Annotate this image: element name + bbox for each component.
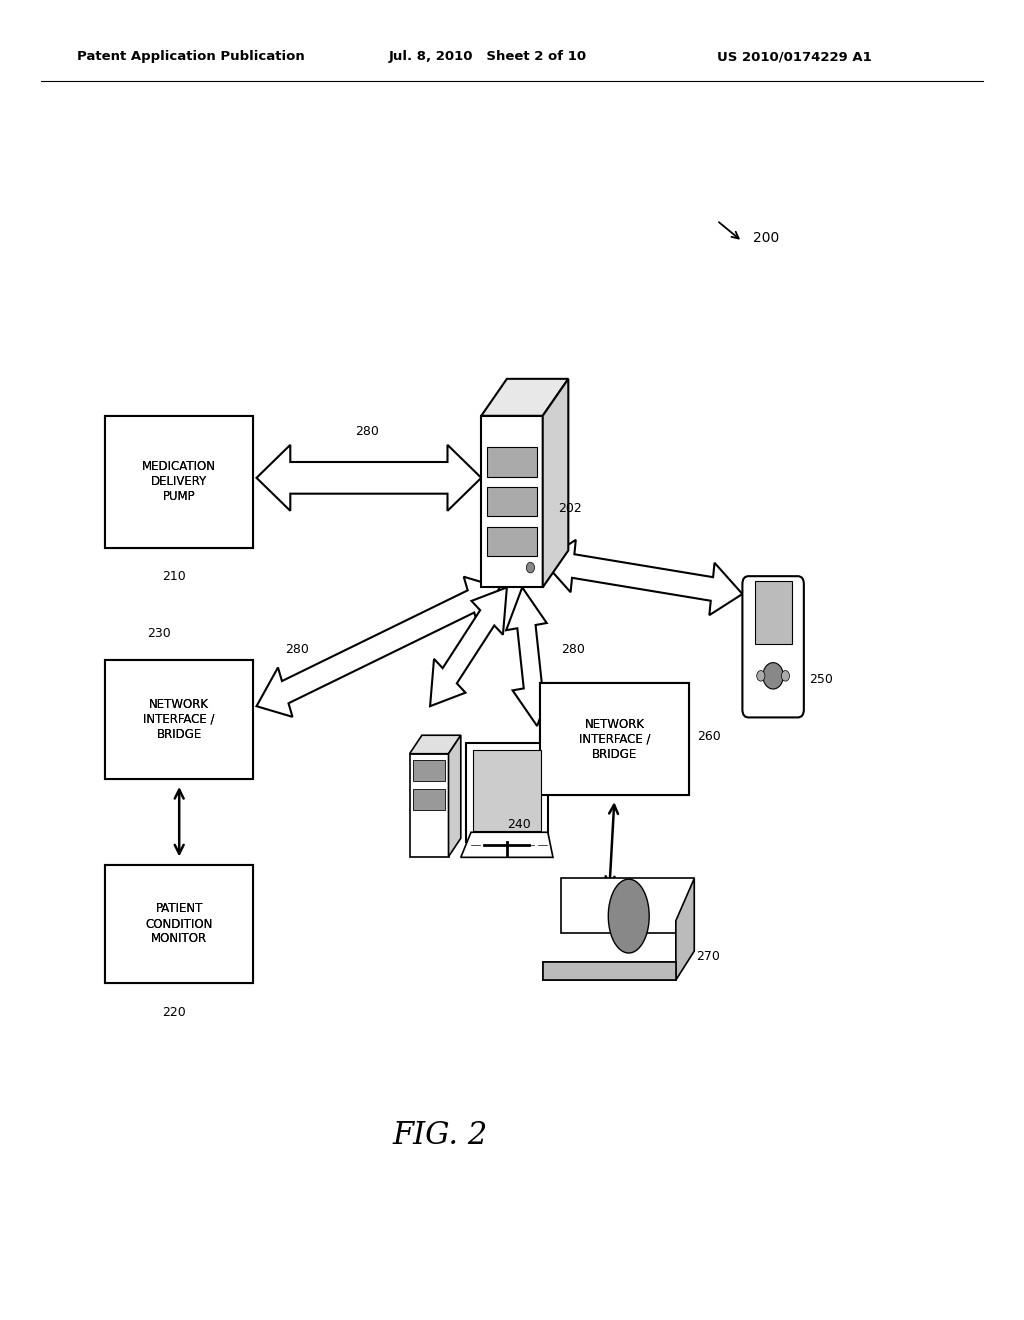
Polygon shape [461, 832, 553, 858]
Polygon shape [543, 962, 676, 979]
Text: 280: 280 [285, 643, 309, 656]
FancyBboxPatch shape [742, 576, 804, 718]
Circle shape [526, 562, 535, 573]
Text: 250: 250 [809, 673, 833, 686]
Text: 280: 280 [355, 425, 379, 438]
Bar [104, 865, 254, 983]
Polygon shape [410, 735, 461, 754]
Text: US 2010/0174229 A1: US 2010/0174229 A1 [717, 50, 871, 63]
Text: NETWORK
INTERFACE /
BRIDGE: NETWORK INTERFACE / BRIDGE [579, 718, 650, 760]
Bar [104, 660, 254, 779]
Polygon shape [430, 587, 507, 706]
Circle shape [781, 671, 790, 681]
Polygon shape [543, 540, 742, 615]
Circle shape [763, 663, 783, 689]
Polygon shape [256, 445, 481, 511]
Text: MEDICATION
DELIVERY
PUMP: MEDICATION DELIVERY PUMP [142, 461, 216, 503]
Polygon shape [543, 379, 568, 587]
Polygon shape [481, 379, 568, 416]
Polygon shape [449, 735, 461, 857]
Text: 270: 270 [696, 950, 720, 964]
Text: 230: 230 [146, 627, 171, 640]
Polygon shape [481, 416, 543, 587]
Text: 202: 202 [558, 502, 582, 515]
Bar [541, 682, 688, 795]
Bar [541, 682, 688, 795]
Polygon shape [466, 742, 548, 842]
Text: NETWORK
INTERFACE /
BRIDGE: NETWORK INTERFACE / BRIDGE [579, 718, 650, 760]
Polygon shape [487, 447, 537, 477]
Polygon shape [543, 962, 676, 979]
Polygon shape [755, 581, 792, 644]
Polygon shape [473, 750, 541, 832]
Text: FIG. 2: FIG. 2 [392, 1119, 488, 1151]
Text: Jul. 8, 2010   Sheet 2 of 10: Jul. 8, 2010 Sheet 2 of 10 [389, 50, 587, 63]
Text: 240: 240 [507, 818, 530, 832]
Bar [104, 416, 254, 548]
Polygon shape [676, 879, 694, 979]
Circle shape [757, 671, 765, 681]
Text: PATIENT
CONDITION
MONITOR: PATIENT CONDITION MONITOR [145, 903, 213, 945]
Polygon shape [413, 789, 445, 810]
Polygon shape [506, 587, 553, 726]
Polygon shape [487, 527, 537, 556]
Text: MEDICATION
DELIVERY
PUMP: MEDICATION DELIVERY PUMP [142, 461, 216, 503]
Polygon shape [256, 577, 500, 717]
Polygon shape [487, 487, 537, 516]
Text: Patent Application Publication: Patent Application Publication [77, 50, 304, 63]
Bar [104, 660, 254, 779]
Text: 280: 280 [561, 643, 586, 656]
Text: PATIENT
CONDITION
MONITOR: PATIENT CONDITION MONITOR [145, 903, 213, 945]
Text: NETWORK
INTERFACE /
BRIDGE: NETWORK INTERFACE / BRIDGE [143, 698, 215, 741]
Text: 220: 220 [162, 1006, 186, 1019]
Text: 200: 200 [753, 231, 779, 244]
Text: 260: 260 [696, 730, 721, 743]
Polygon shape [561, 879, 694, 933]
Bar [104, 416, 254, 548]
Bar [104, 865, 254, 983]
Polygon shape [410, 754, 449, 857]
Polygon shape [413, 760, 445, 781]
Text: 210: 210 [162, 570, 186, 583]
Text: NETWORK
INTERFACE /
BRIDGE: NETWORK INTERFACE / BRIDGE [143, 698, 215, 741]
Polygon shape [608, 879, 649, 953]
